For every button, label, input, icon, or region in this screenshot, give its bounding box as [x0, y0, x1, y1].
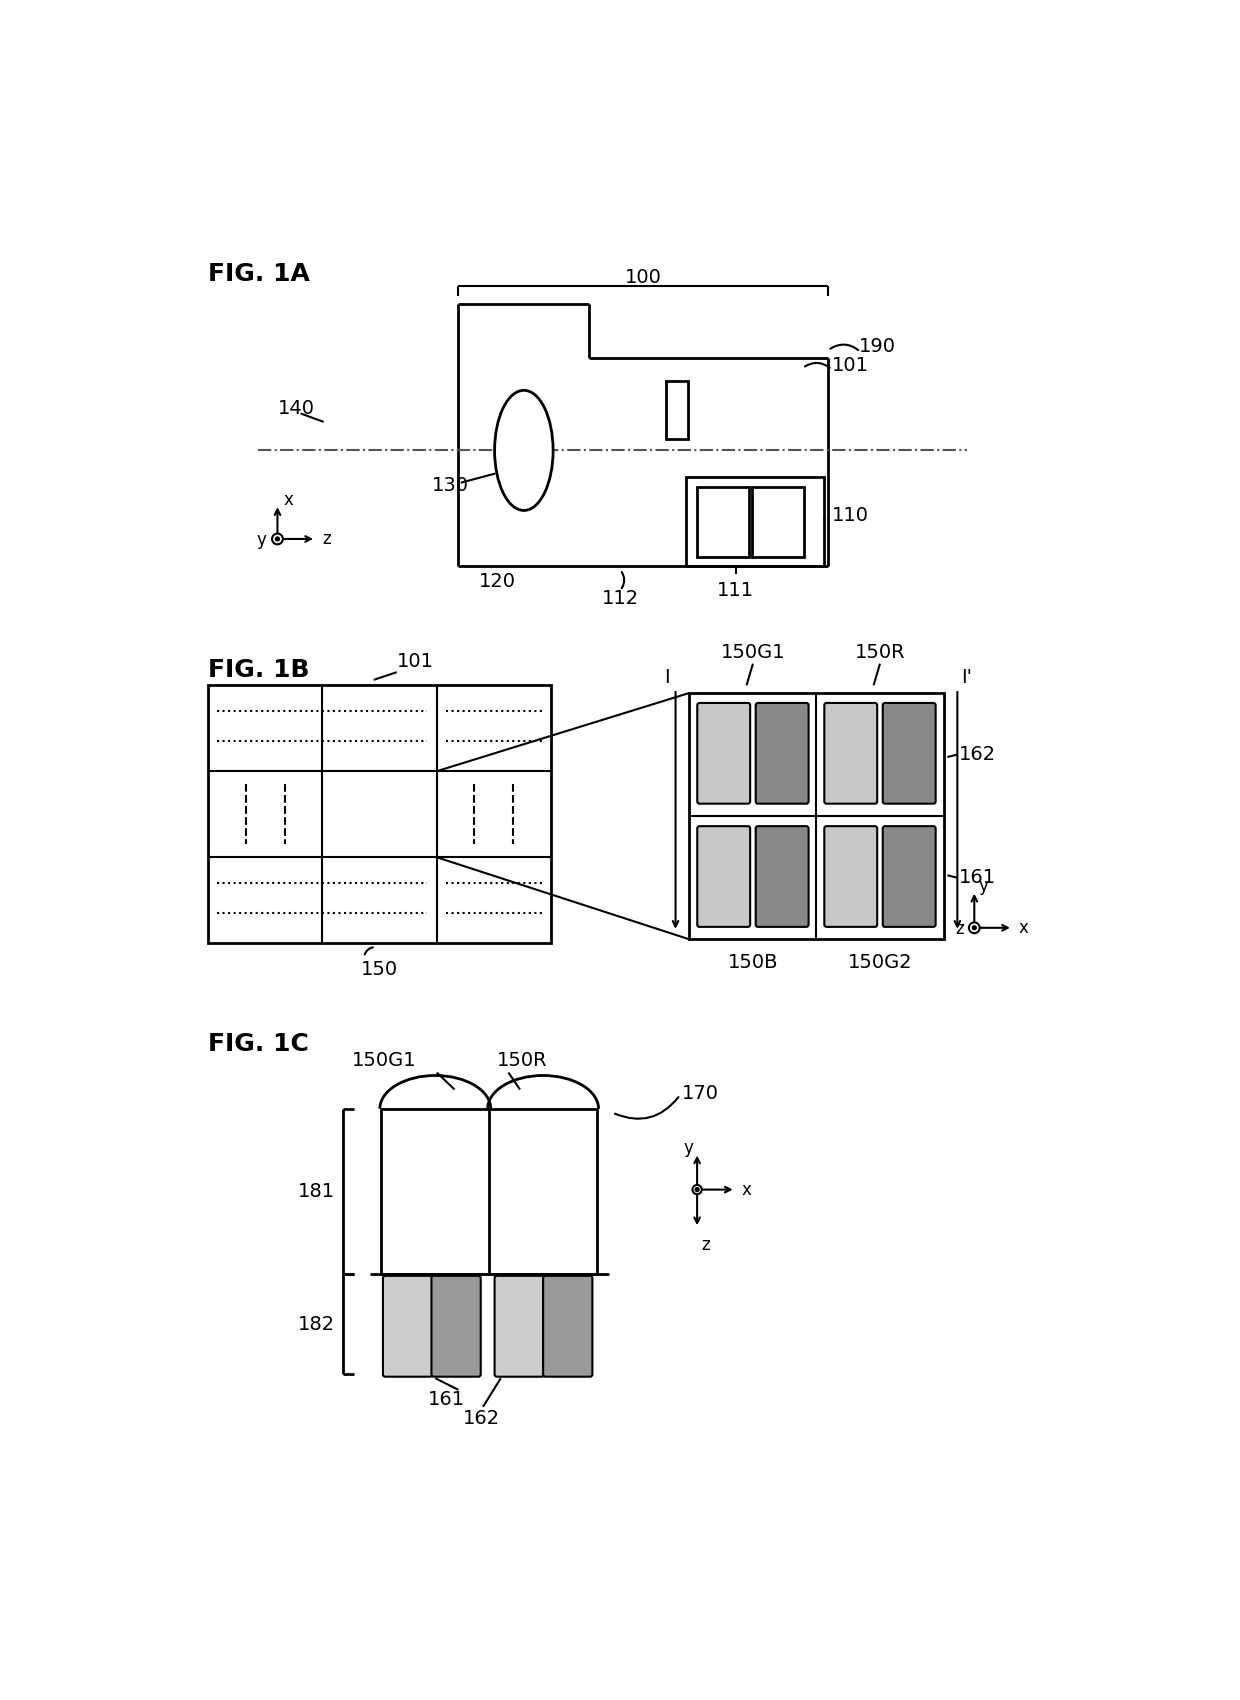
Bar — [666, 381, 688, 439]
Bar — [751, 488, 804, 556]
Text: x: x — [1019, 918, 1029, 937]
FancyBboxPatch shape — [383, 1275, 433, 1377]
Text: I': I' — [961, 668, 972, 687]
Text: FIG. 1B: FIG. 1B — [208, 658, 310, 682]
Bar — [686, 478, 825, 566]
Text: x: x — [284, 491, 294, 510]
FancyBboxPatch shape — [825, 826, 877, 926]
FancyBboxPatch shape — [697, 704, 750, 804]
Text: x: x — [742, 1180, 751, 1198]
Text: 112: 112 — [601, 588, 639, 609]
Ellipse shape — [495, 391, 553, 510]
Text: 140: 140 — [278, 398, 315, 418]
FancyBboxPatch shape — [495, 1275, 544, 1377]
FancyBboxPatch shape — [883, 826, 936, 926]
Bar — [689, 694, 944, 940]
Text: FIG. 1A: FIG. 1A — [208, 262, 310, 286]
Text: 101: 101 — [397, 653, 434, 672]
FancyBboxPatch shape — [825, 704, 877, 804]
FancyBboxPatch shape — [432, 1275, 481, 1377]
Text: 150: 150 — [361, 960, 398, 979]
Circle shape — [968, 923, 980, 933]
Text: z: z — [955, 920, 963, 938]
Text: 101: 101 — [832, 357, 869, 376]
Bar — [382, 1108, 596, 1275]
Circle shape — [272, 534, 283, 544]
Text: y: y — [257, 532, 267, 549]
Text: 130: 130 — [432, 476, 469, 495]
Text: 182: 182 — [298, 1314, 335, 1335]
Text: 150R: 150R — [854, 643, 905, 663]
Bar — [208, 685, 551, 944]
Text: 150B: 150B — [728, 954, 779, 972]
Circle shape — [972, 927, 976, 930]
Text: I: I — [663, 668, 670, 687]
Text: FIG. 1C: FIG. 1C — [208, 1032, 309, 1056]
FancyBboxPatch shape — [755, 704, 808, 804]
Text: 162: 162 — [959, 745, 996, 763]
Circle shape — [696, 1188, 699, 1192]
FancyBboxPatch shape — [697, 826, 750, 926]
Text: 111: 111 — [717, 581, 754, 600]
Text: 161: 161 — [428, 1391, 465, 1409]
Text: y: y — [683, 1139, 693, 1158]
Text: 150G2: 150G2 — [848, 954, 913, 972]
Text: 110: 110 — [832, 507, 869, 525]
Text: z: z — [322, 530, 331, 547]
Text: 150G1: 150G1 — [351, 1051, 417, 1071]
FancyBboxPatch shape — [755, 826, 808, 926]
Text: 170: 170 — [682, 1085, 719, 1103]
Text: 190: 190 — [859, 337, 895, 355]
Text: 150R: 150R — [497, 1051, 548, 1071]
Text: 181: 181 — [298, 1182, 335, 1200]
Text: 161: 161 — [959, 869, 996, 887]
Bar — [697, 488, 749, 556]
Circle shape — [692, 1185, 702, 1193]
Text: y: y — [978, 877, 988, 896]
Circle shape — [275, 537, 279, 541]
FancyBboxPatch shape — [543, 1275, 593, 1377]
Text: z: z — [701, 1236, 709, 1255]
Text: 162: 162 — [463, 1409, 500, 1428]
Text: 100: 100 — [625, 267, 662, 287]
FancyBboxPatch shape — [883, 704, 936, 804]
Text: 120: 120 — [479, 573, 516, 592]
Text: 150G1: 150G1 — [720, 643, 785, 663]
